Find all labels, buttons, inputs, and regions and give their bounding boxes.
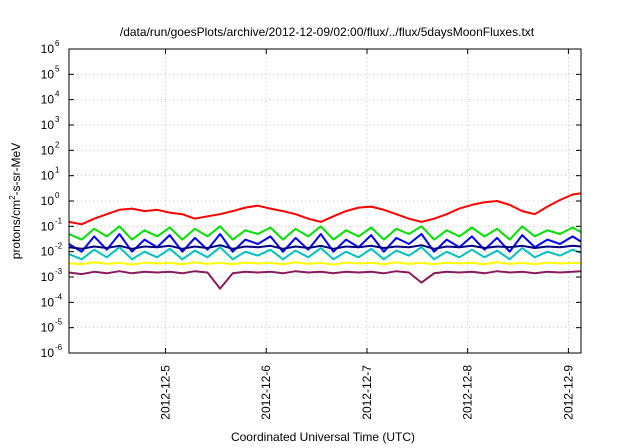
- y-tick-base: 10: [41, 118, 55, 132]
- series-line-6: [68, 261, 582, 266]
- y-tick-exponent: 6: [55, 39, 60, 48]
- y-tick-base: 10: [41, 219, 55, 233]
- y-axis: 10-610-510-410-310-210-11001011021031041…: [41, 39, 581, 360]
- x-tick-label: 2012-12-8: [461, 365, 475, 420]
- y-tick-base: 10: [41, 143, 55, 157]
- y-tick-exponent: 5: [55, 64, 60, 73]
- y-tick-exponent: -5: [55, 318, 63, 327]
- y-tick-label: 105: [41, 64, 60, 81]
- y-tick-exponent: -1: [55, 216, 63, 225]
- y-tick-base: 10: [41, 346, 55, 360]
- y-tick-label: 10-6: [41, 343, 63, 360]
- y-tick-label: 102: [41, 140, 60, 157]
- series-lines: [68, 192, 582, 290]
- y-tick-base: 10: [41, 169, 55, 183]
- x-axis-label: Coordinated Universal Time (UTC): [231, 430, 415, 444]
- series-line-4: [68, 246, 582, 261]
- y-tick-exponent: -3: [55, 267, 63, 276]
- grid: [69, 49, 581, 353]
- y-tick-exponent: 3: [55, 115, 60, 124]
- y-tick-label: 101: [41, 166, 60, 183]
- y-tick-base: 10: [41, 42, 55, 56]
- y-tick-label: 10-5: [41, 318, 63, 335]
- series-line-2: [68, 225, 582, 241]
- chart-title: /data/run/goesPlots/archive/2012-12-09/0…: [120, 25, 535, 39]
- series-line-3: [68, 233, 582, 253]
- y-tick-exponent: -6: [55, 343, 63, 352]
- y-tick-base: 10: [41, 245, 55, 259]
- y-tick-label: 103: [41, 115, 60, 132]
- y-tick-base: 10: [41, 93, 55, 107]
- y-tick-base: 10: [41, 67, 55, 81]
- y-axis-label-sup: 2: [8, 195, 17, 200]
- y-tick-label: 100: [41, 191, 60, 208]
- y-tick-base: 10: [41, 295, 55, 309]
- y-axis-label: protons/cm2-s-sr-MeV: [8, 143, 23, 259]
- y-axis-label-pre: protons/cm: [9, 200, 23, 259]
- y-tick-base: 10: [41, 194, 55, 208]
- y-tick-label: 10-3: [41, 267, 63, 284]
- y-tick-exponent: 1: [55, 166, 60, 175]
- series-line-5: [68, 244, 582, 250]
- y-tick-label: 106: [41, 39, 60, 56]
- y-tick-exponent: 2: [55, 140, 60, 149]
- y-tick-exponent: 0: [55, 191, 60, 200]
- series-line-7: [68, 270, 582, 290]
- x-axis: 2012-12-5 2012-12-6 2012-12-7 2012-12-8 2012…: [159, 49, 575, 420]
- y-tick-base: 10: [41, 321, 55, 335]
- y-axis-label-post: -s-sr-MeV: [9, 143, 23, 196]
- y-tick-label: 104: [41, 90, 60, 107]
- y-tick-exponent: 4: [55, 90, 60, 99]
- x-tick-label: 2012-12-5: [159, 365, 173, 420]
- x-tick-label: 2012-12-9: [561, 365, 575, 420]
- y-tick-label: 10-4: [41, 292, 63, 309]
- x-tick-label: 2012-12-7: [360, 365, 374, 420]
- y-tick-label: 10-2: [41, 242, 63, 259]
- y-tick-exponent: -4: [55, 292, 63, 301]
- y-tick-base: 10: [41, 270, 55, 284]
- x-tick-label: 2012-12-6: [259, 365, 273, 420]
- series-line-1: [68, 192, 582, 226]
- y-tick-label: 10-1: [41, 216, 63, 233]
- y-tick-exponent: -2: [55, 242, 63, 251]
